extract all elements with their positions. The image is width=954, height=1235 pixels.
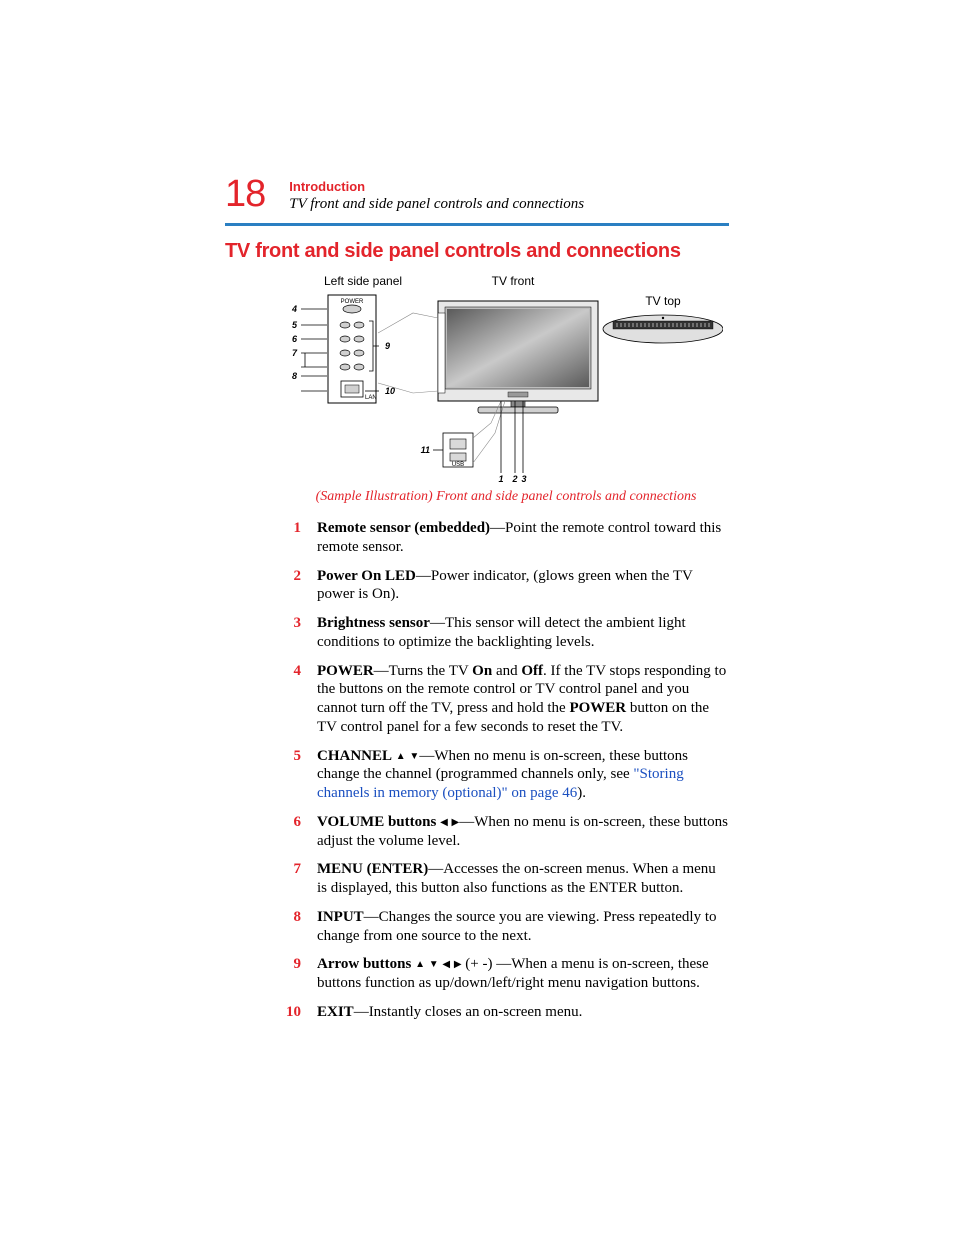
callout-1: 1 xyxy=(498,474,503,483)
list-item: 2 Power On LED—Power indicator, (glows g… xyxy=(283,567,729,605)
breadcrumb: Introduction xyxy=(289,179,584,194)
list-item: 5 CHANNEL ▲ ▼—When no menu is on-screen,… xyxy=(283,747,729,803)
arrow-down-icon: ▼ xyxy=(409,751,419,762)
list-item: 9 Arrow buttons ▲ ▼ ◀ ▶ (+ -) —When a me… xyxy=(283,955,729,993)
callout-7: 7 xyxy=(292,348,298,358)
callout-8: 8 xyxy=(292,371,297,381)
item-list: 1 Remote sensor (embedded)—Point the rem… xyxy=(283,519,729,1022)
panel-usb-label: USB xyxy=(452,462,464,468)
label-left-panel: Left side panel xyxy=(324,274,402,288)
item-number: 2 xyxy=(283,567,301,605)
panel-lan-label: LAN xyxy=(365,395,377,401)
arrow-up-icon: ▲ xyxy=(415,959,425,970)
item-number: 3 xyxy=(283,614,301,652)
arrow-down-icon: ▼ xyxy=(429,959,439,970)
item-text: —Turns the TV xyxy=(374,663,473,679)
arrow-up-icon: ▲ xyxy=(396,751,406,762)
list-item: 7 MENU (ENTER)—Accesses the on-screen me… xyxy=(283,860,729,898)
section-title: TV front and side panel controls and con… xyxy=(225,240,729,263)
item-lead: Arrow buttons xyxy=(317,956,411,972)
header-subtitle: TV front and side panel controls and con… xyxy=(289,196,584,213)
item-number: 9 xyxy=(283,955,301,993)
page: 18 Introduction TV front and side panel … xyxy=(0,0,954,1235)
page-header: 18 Introduction TV front and side panel … xyxy=(225,175,729,213)
item-lead: Remote sensor (embedded) xyxy=(317,520,490,536)
header-text: Introduction TV front and side panel con… xyxy=(289,175,584,213)
item-body: EXIT—Instantly closes an on-screen menu. xyxy=(317,1003,729,1022)
diagram-caption: (Sample Illustration) Front and side pan… xyxy=(283,489,729,505)
arrow-left-icon: ◀ xyxy=(442,959,450,970)
item-bold: On xyxy=(472,663,492,679)
item-number: 6 xyxy=(283,813,301,851)
page-number: 18 xyxy=(225,175,265,213)
tv-diagram-svg: Left side panel TV front TV top POWER LA… xyxy=(283,273,723,483)
item-extra: (+ -) xyxy=(462,956,497,972)
arrow-right-icon: ▶ xyxy=(454,959,462,970)
list-item: 10 EXIT—Instantly closes an on-screen me… xyxy=(283,1003,729,1022)
item-body: Power On LED—Power indicator, (glows gre… xyxy=(317,567,729,605)
item-lead: CHANNEL xyxy=(317,748,392,764)
list-item: 1 Remote sensor (embedded)—Point the rem… xyxy=(283,519,729,557)
label-tv-front: TV front xyxy=(492,274,535,288)
callout-4: 4 xyxy=(291,304,297,314)
item-text: ). xyxy=(577,785,586,801)
callout-2: 2 xyxy=(511,474,517,483)
item-number: 4 xyxy=(283,662,301,737)
item-body: Brightness sensor—This sensor will detec… xyxy=(317,614,729,652)
item-text: and xyxy=(492,663,521,679)
item-lead: VOLUME buttons xyxy=(317,814,436,830)
item-text: —Instantly closes an on-screen menu. xyxy=(354,1004,583,1020)
item-body: Remote sensor (embedded)—Point the remot… xyxy=(317,519,729,557)
item-number: 7 xyxy=(283,860,301,898)
tv-top-drawing xyxy=(603,315,723,343)
callout-5: 5 xyxy=(292,320,298,330)
item-text: —Changes the source you are viewing. Pre… xyxy=(317,909,717,944)
item-lead: Power On LED xyxy=(317,568,416,584)
item-body: VOLUME buttons ◀ ▶—When no menu is on-sc… xyxy=(317,813,729,851)
item-number: 1 xyxy=(283,519,301,557)
list-item: 4 POWER—Turns the TV On and Off. If the … xyxy=(283,662,729,737)
item-lead: EXIT xyxy=(317,1004,354,1020)
item-body: POWER—Turns the TV On and Off. If the TV… xyxy=(317,662,729,737)
item-bold: Off xyxy=(521,663,543,679)
list-item: 6 VOLUME buttons ◀ ▶—When no menu is on-… xyxy=(283,813,729,851)
item-lead: MENU (ENTER) xyxy=(317,861,428,877)
item-body: MENU (ENTER)—Accesses the on-screen menu… xyxy=(317,860,729,898)
item-number: 5 xyxy=(283,747,301,803)
item-body: Arrow buttons ▲ ▼ ◀ ▶ (+ -) —When a menu… xyxy=(317,955,729,993)
item-body: CHANNEL ▲ ▼—When no menu is on-screen, t… xyxy=(317,747,729,803)
arrow-left-icon: ◀ xyxy=(440,817,448,828)
item-lead: POWER xyxy=(317,663,374,679)
callout-3: 3 xyxy=(521,474,526,483)
item-bold: POWER xyxy=(569,700,626,716)
callout-6: 6 xyxy=(292,334,298,344)
item-body: INPUT—Changes the source you are viewing… xyxy=(317,908,729,946)
panel-power-label: POWER xyxy=(341,299,364,305)
diagram: Left side panel TV front TV top POWER LA… xyxy=(283,273,729,483)
item-number: 10 xyxy=(283,1003,301,1022)
header-rule xyxy=(225,223,729,226)
item-number: 8 xyxy=(283,908,301,946)
list-item: 8 INPUT—Changes the source you are viewi… xyxy=(283,908,729,946)
callout-9: 9 xyxy=(385,341,390,351)
tv-front-drawing xyxy=(378,301,598,413)
item-lead: Brightness sensor xyxy=(317,615,430,631)
list-item: 3 Brightness sensor—This sensor will det… xyxy=(283,614,729,652)
label-tv-top: TV top xyxy=(645,294,681,308)
callout-11: 11 xyxy=(421,445,430,455)
item-lead: INPUT xyxy=(317,909,364,925)
